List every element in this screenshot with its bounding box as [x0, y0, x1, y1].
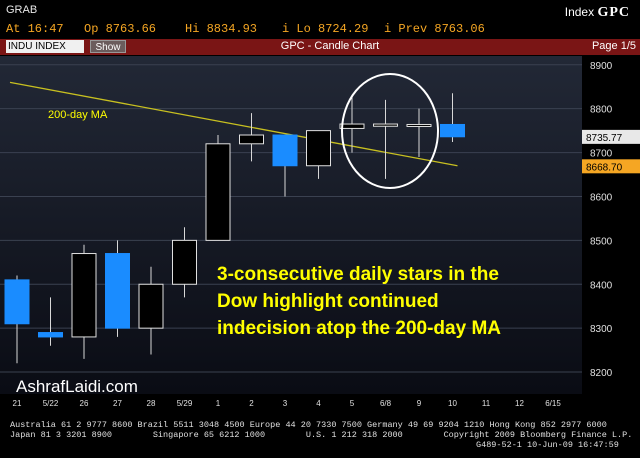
x-tick-label: 21: [13, 399, 22, 408]
grab-label: GRAB: [6, 4, 38, 16]
candle-body-up: [138, 283, 164, 329]
index-label: Index: [564, 5, 595, 19]
candle-body-up: [239, 134, 264, 145]
x-tick-label: 5: [350, 399, 355, 408]
candle-body-down: [4, 279, 30, 325]
y-tick-label: 8700: [590, 149, 613, 160]
x-tick-label: 26: [80, 399, 89, 408]
quote-low: i Lo 8724.29: [282, 22, 369, 36]
x-tick-label: 3: [283, 399, 288, 408]
candle-body-down: [440, 123, 465, 138]
ticker-label: Index GPC: [565, 5, 630, 21]
y-tick-label: 8600: [590, 192, 613, 203]
y-tick-label: 8200: [590, 368, 613, 379]
security-tab[interactable]: INDU INDEX: [6, 40, 84, 53]
quote-open: Op 8763.66: [84, 22, 157, 36]
candle-body-up: [339, 123, 365, 129]
x-tick-label: 11: [482, 399, 491, 408]
candle-body-up: [205, 143, 231, 241]
moving-average: [9, 81, 458, 167]
candles: [4, 93, 465, 364]
chart-title: GPC - Candle Chart: [280, 40, 380, 52]
ma-line: [9, 81, 458, 167]
quote-time: At 16:47: [6, 22, 64, 36]
price-flags: 8735.77 8668.70: [582, 129, 640, 174]
title-row: GRAB Index GPC: [0, 0, 640, 22]
page-indicator[interactable]: Page 1/5: [591, 40, 636, 52]
x-tick-label: 4: [316, 399, 321, 408]
x-axis: 21 5/22 26 27 28 5/29 1 2 3 4 5 6/8 9 10 11 12 6/15: [13, 399, 562, 408]
y-axis: 8200 8300 8400 8500 8600 8700 8800 8900: [590, 61, 613, 379]
footer-line-3: G489-52-1 10-Jun-09 16:47:59: [476, 440, 619, 450]
annotation-line-2: Dow highlight continued: [217, 291, 439, 312]
candle-body-up: [373, 123, 398, 127]
candle-body-down: [272, 134, 298, 167]
x-tick-label: 27: [113, 399, 122, 408]
x-tick-label: 5/22: [43, 399, 59, 408]
candle-body-down: [105, 253, 130, 329]
x-tick-label: 12: [515, 399, 524, 408]
x-tick-label: 9: [417, 399, 422, 408]
footer: Australia 61 2 9777 8600 Brazil 5511 304…: [0, 418, 640, 458]
y-tick-label: 8900: [590, 61, 613, 72]
y-tick-label: 8400: [590, 280, 613, 291]
plot-background: [0, 56, 582, 394]
candle-body-up: [172, 239, 197, 285]
quote-prev: i Prev 8763.06: [384, 22, 485, 36]
x-tick-label: 5/29: [177, 399, 193, 408]
y-tick-label: 8300: [590, 324, 613, 335]
price-flag: [582, 159, 640, 174]
x-tick-label: 6/15: [545, 399, 561, 408]
y-tick-label: 8800: [590, 105, 613, 116]
chart-toolbar: INDU INDEX Show GPC - Candle Chart Page …: [0, 39, 640, 55]
x-tick-label: 2: [249, 399, 254, 408]
x-tick-label: 10: [448, 399, 457, 408]
annotation-line-1: 3-consecutive daily stars in the: [217, 264, 499, 285]
price-flag-label: 8668.70: [586, 162, 623, 173]
x-tick-label: 6/8: [380, 399, 392, 408]
footer-line-1: Australia 61 2 9777 8600 Brazil 5511 304…: [10, 420, 607, 430]
x-tick-label: 28: [147, 399, 156, 408]
y-tick-label: 8500: [590, 236, 613, 247]
candle-body-up: [71, 253, 97, 338]
candle-body-up: [406, 123, 432, 127]
candle-body-down: [38, 332, 63, 338]
price-flag: [582, 129, 640, 144]
ma-label: 200-day MA: [48, 109, 108, 121]
watermark: AshrafLaidi.com: [16, 377, 138, 396]
quote-high: Hi 8834.93: [185, 22, 258, 36]
show-button[interactable]: Show: [90, 40, 126, 53]
ticker-symbol: GPC: [597, 5, 630, 20]
annotation-line-3: indecision atop the 200-day MA: [217, 318, 501, 339]
footer-line-2: Japan 81 3 3201 8900 Singapore 65 6212 1…: [10, 430, 633, 440]
price-flag-label: 8735.77: [586, 133, 623, 144]
candle-body-up: [306, 130, 331, 167]
highlight-circle: [341, 73, 439, 189]
quote-row: At 16:47 Op 8763.66 Hi 8834.93 i Lo 8724…: [0, 22, 640, 38]
x-tick-label: 1: [216, 399, 221, 408]
